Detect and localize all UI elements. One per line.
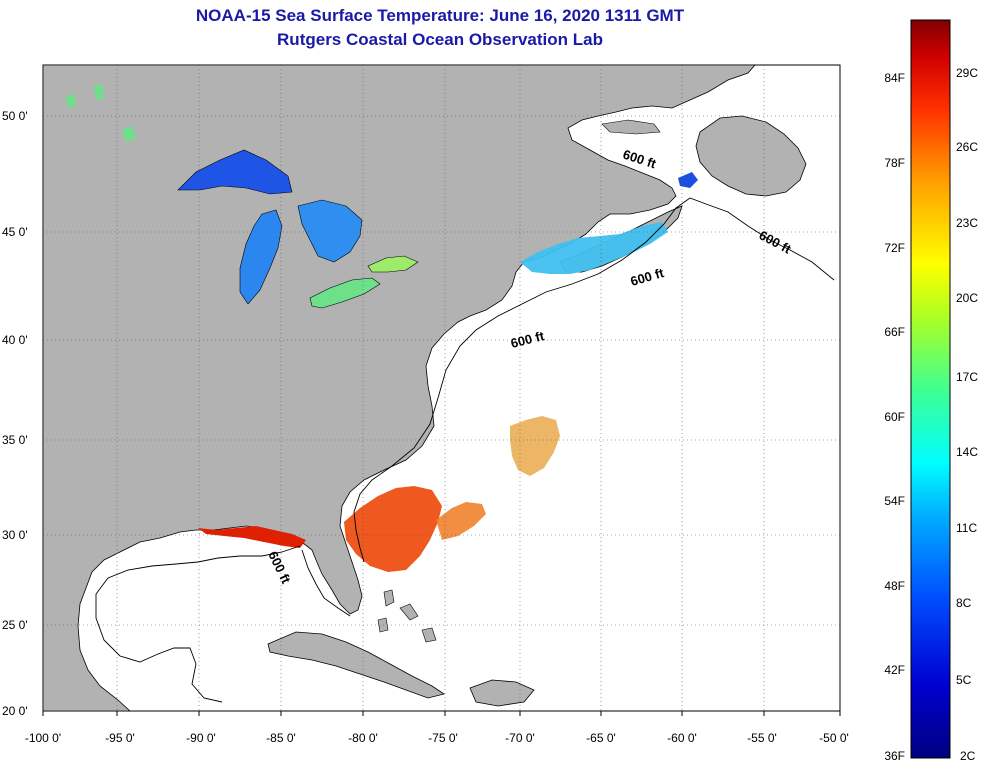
- x-tick-label: -90 0': [186, 731, 216, 745]
- sst-atlantic-east: [436, 502, 486, 540]
- y-tick-label: 25 0': [2, 618, 28, 632]
- colorbar-celsius-labels: 29C 26C 23C 20C 17C 14C 11C 8C 5C 2C: [956, 66, 978, 763]
- x-tick-marks: [42, 711, 841, 716]
- colorbar-label-f: 48F: [884, 579, 905, 593]
- colorbar-label-c: 20C: [956, 291, 978, 305]
- sst-gulf-of-mexico: [198, 526, 306, 548]
- land-north-america: [43, 65, 756, 711]
- x-tick-label: -60 0': [667, 731, 697, 745]
- colorbar-label-f: 78F: [884, 156, 905, 170]
- x-tick-label: -95 0': [105, 731, 135, 745]
- x-tick-label: -85 0': [266, 731, 296, 745]
- x-tick-label: -65 0': [586, 731, 616, 745]
- x-tick-label: -50 0': [819, 731, 849, 745]
- x-tick-label: -75 0': [428, 731, 458, 745]
- land-hispaniola: [469, 679, 535, 707]
- y-tick-label: 50 0': [2, 109, 28, 123]
- colorbar-label-c: 26C: [956, 140, 978, 154]
- colorbar-label-f: 42F: [884, 663, 905, 677]
- x-tick-label: -55 0': [747, 731, 777, 745]
- colorbar-label-c: 8C: [956, 596, 972, 610]
- colorbar-label-f: 72F: [884, 241, 905, 255]
- sst-gulf-of-maine: [520, 222, 668, 274]
- colorbar-label-c: 17C: [956, 370, 978, 384]
- sst-cabot-strait: [678, 172, 698, 188]
- colorbar-label-f: 60F: [884, 410, 905, 424]
- y-axis: 50 0' 45 0' 40 0' 35 0' 30 0' 25 0' 20 0…: [2, 109, 28, 718]
- x-tick-label: -70 0': [505, 731, 535, 745]
- map-title: NOAA-15 Sea Surface Temperature: June 16…: [195, 6, 685, 25]
- land-anticosti: [601, 119, 661, 135]
- lake-superior: [177, 149, 293, 195]
- contour-atlantic-shelf: [353, 197, 835, 563]
- lake-huron: [297, 199, 363, 263]
- land-bahamas: [377, 589, 437, 643]
- colorbar-label-f: 54F: [884, 494, 905, 508]
- y-tick-label: 45 0': [2, 225, 28, 239]
- great-lakes: [177, 149, 419, 309]
- colorbar-label-c: 23C: [956, 216, 978, 230]
- lake-michigan: [239, 209, 283, 305]
- sst-north-patch: [66, 84, 136, 142]
- colorbar-label-f: 84F: [884, 71, 905, 85]
- colorbar-label-f: 36F: [884, 749, 905, 763]
- land-newfoundland: [695, 115, 807, 197]
- x-axis: -100 0' -95 0' -90 0' -85 0' -80 0' -75 …: [25, 731, 849, 745]
- colorbar-label-f: 66F: [884, 325, 905, 339]
- land-cuba: [267, 631, 445, 699]
- sst-offshore-patch: [510, 416, 560, 476]
- y-tick-label: 20 0': [2, 704, 28, 718]
- lake-erie: [309, 277, 381, 309]
- colorbar-fahrenheit-labels: 84F 78F 72F 66F 60F 54F 48F 42F 36F: [884, 71, 905, 763]
- sst-patches: [66, 84, 698, 572]
- depth-contours: [95, 197, 835, 703]
- colorbar-label-c: 29C: [956, 66, 978, 80]
- map-subtitle: Rutgers Coastal Ocean Observation Lab: [277, 30, 603, 49]
- y-tick-label: 40 0': [2, 333, 28, 347]
- sst-atlantic-south: [344, 486, 442, 572]
- colorbar-label-c: 14C: [956, 445, 978, 459]
- x-tick-label: -80 0': [348, 731, 378, 745]
- contour-florida: [301, 549, 351, 617]
- lake-ontario: [367, 255, 419, 273]
- contour-gulf: [95, 545, 301, 703]
- y-tick-label: 30 0': [2, 528, 28, 542]
- colorbar-label-c: 11C: [956, 521, 977, 535]
- colorbar-label-c: 5C: [956, 673, 972, 687]
- y-tick-label: 35 0': [2, 433, 28, 447]
- colorbar-label-c: 2C: [960, 749, 976, 763]
- colorbar-gradient: [910, 19, 951, 759]
- colorbar: 84F 78F 72F 66F 60F 54F 48F 42F 36F 29C …: [884, 19, 978, 763]
- x-tick-label: -100 0': [25, 731, 61, 745]
- map-grid: [43, 65, 840, 711]
